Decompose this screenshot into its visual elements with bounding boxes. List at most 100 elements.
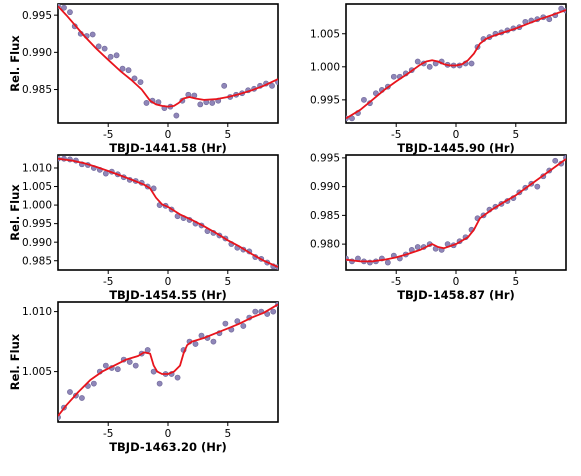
- x-tick-label: -5: [103, 129, 113, 141]
- data-point: [221, 82, 228, 89]
- data-point: [132, 362, 139, 369]
- data-point: [79, 395, 85, 401]
- x-axis-title: TBJD-1454.55 (Hr): [109, 288, 227, 302]
- x-tick-label: 0: [165, 276, 172, 288]
- y-tick-label: 0.990: [22, 47, 52, 59]
- y-tick-label: 0.985: [22, 84, 52, 96]
- data-point: [125, 67, 132, 74]
- x-tick-label: -5: [391, 276, 401, 288]
- data-point: [209, 100, 216, 106]
- data-point: [197, 101, 204, 108]
- x-tick-label: 5: [224, 129, 231, 141]
- x-tick-label: 0: [453, 276, 460, 288]
- data-point: [384, 259, 391, 266]
- data-point: [210, 338, 217, 345]
- data-point: [414, 58, 421, 65]
- plot-data: [346, 5, 566, 122]
- data-point: [192, 341, 199, 347]
- x-tick-label: -5: [391, 129, 401, 141]
- x-tick-label: -5: [103, 428, 113, 440]
- x-tick-label: -5: [103, 276, 113, 288]
- data-point: [126, 359, 133, 365]
- data-point: [95, 43, 102, 50]
- x-tick-label: 5: [512, 129, 519, 141]
- data-point: [114, 366, 121, 373]
- chart-panel-2: -5 0 5 0.995 1.000 1.005 TBJD-1445.90 (Hr): [310, 3, 567, 155]
- y-tick-label: 0.980: [310, 239, 340, 251]
- data-point: [174, 374, 181, 381]
- data-point: [426, 63, 433, 70]
- x-axis-title: TBJD-1441.58 (Hr): [109, 141, 227, 155]
- y-tick-label: 1.005: [22, 181, 52, 193]
- y-tick-label: 1.010: [22, 163, 52, 175]
- y-axis-title: Rel. Flux: [8, 35, 22, 92]
- y-axis-title: Rel. Flux: [8, 184, 22, 241]
- model-line: [58, 5, 278, 108]
- y-tick-label: 0.985: [22, 255, 52, 267]
- y-tick-label: 1.000: [310, 61, 340, 73]
- y-tick-label: 1.010: [22, 306, 52, 318]
- x-tick-label: 5: [224, 428, 231, 440]
- plot-data: [58, 302, 278, 421]
- plot-frame: [345, 154, 567, 271]
- data-point: [101, 45, 108, 52]
- chart-panel-1: -5 0 5 0.985 0.990 0.995 TBJD-1441.58 (Hr) Rel.…: [8, 3, 279, 155]
- y-tick-label: 1.000: [22, 200, 52, 212]
- plot-data: [58, 155, 278, 270]
- data-point: [143, 100, 150, 106]
- plot-data: [58, 4, 278, 119]
- y-tick-label: 0.985: [310, 210, 340, 222]
- data-point: [67, 9, 73, 16]
- x-axis-title: TBJD-1445.90 (Hr): [397, 141, 515, 155]
- y-tick-label: 1.005: [310, 28, 340, 40]
- model-line: [346, 158, 566, 263]
- model-line: [58, 303, 278, 417]
- y-tick-label: 0.995: [22, 218, 52, 230]
- data-point: [156, 380, 163, 387]
- x-tick-label: 5: [224, 276, 231, 288]
- x-tick-label: 5: [512, 276, 519, 288]
- y-tick-label: 0.995: [310, 94, 340, 106]
- y-tick-label: 0.995: [310, 152, 340, 164]
- data-point: [534, 183, 541, 190]
- data-point: [390, 73, 397, 80]
- data-point: [137, 79, 144, 85]
- x-axis-title: TBJD-1458.87 (Hr): [397, 288, 515, 302]
- data-point: [61, 4, 67, 11]
- x-axis-title: TBJD-1463.20 (Hr): [109, 440, 227, 454]
- data-point: [131, 75, 138, 82]
- data-point: [67, 389, 73, 395]
- data-point: [270, 308, 277, 315]
- model-line: [58, 157, 278, 268]
- x-tick-label: 0: [453, 129, 460, 141]
- data-point: [107, 53, 114, 60]
- x-tick-label: 0: [165, 129, 172, 141]
- data-point: [102, 362, 109, 369]
- data-point: [173, 112, 180, 119]
- data-point: [468, 60, 475, 67]
- plot-data: [346, 155, 566, 266]
- data-point: [119, 65, 126, 72]
- chart-panel-5: -5 0 5 1.005 1.010 TBJD-1463.20 (Hr) Rel. Flux: [8, 301, 279, 454]
- y-axis-title: Rel. Flux: [8, 333, 22, 390]
- chart-panel-4: -5 0 5 0.980 0.985 0.990 0.995 TBJD-1458.87 (Hr…: [310, 152, 567, 302]
- data-point: [240, 323, 247, 329]
- model-line: [346, 9, 566, 120]
- chart-panel-3: -5 0 5 0.985 0.990 0.995 1.000 1.005 1.010 TBJD-1…: [8, 154, 279, 302]
- y-tick-label: 0.990: [310, 181, 340, 193]
- data-point: [252, 308, 259, 315]
- plot-frame: [57, 154, 279, 271]
- data-point: [144, 347, 151, 353]
- data-point: [552, 157, 559, 164]
- data-point: [269, 82, 275, 89]
- data-point: [90, 380, 97, 387]
- y-tick-label: 0.995: [22, 10, 52, 22]
- data-point: [113, 52, 120, 59]
- data-point: [222, 320, 229, 327]
- x-tick-label: 0: [165, 428, 172, 440]
- y-tick-label: 1.005: [22, 366, 52, 378]
- data-point: [89, 31, 96, 38]
- data-point: [361, 96, 367, 103]
- data-point: [414, 244, 421, 250]
